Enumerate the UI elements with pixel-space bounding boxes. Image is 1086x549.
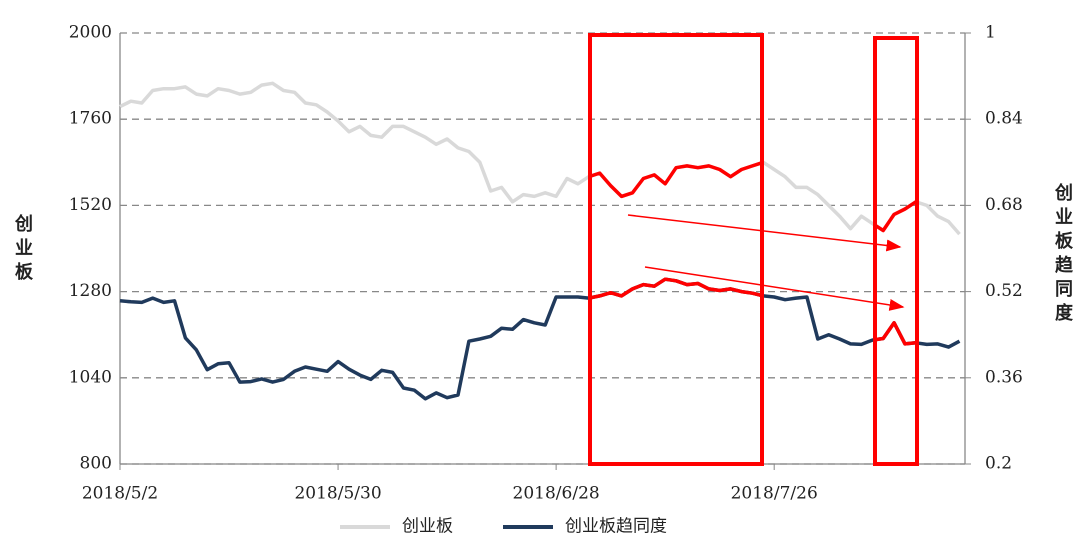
x-tick-label: 2018/5/30 xyxy=(294,484,381,504)
y-tick-label: 2000 xyxy=(69,23,112,43)
legend: 创业板 创业板趋同度 xyxy=(340,517,667,537)
y2-axis-label: 创业板趋同度 xyxy=(1052,182,1074,327)
grid xyxy=(119,32,971,470)
highlight-box xyxy=(873,36,919,466)
legend-label: 创业板趋同度 xyxy=(565,517,667,537)
arrow xyxy=(627,214,902,252)
highlight-lines xyxy=(590,81,917,401)
series-line xyxy=(119,277,961,401)
y-tick-label: 800 xyxy=(80,454,112,474)
y-axis-label: 创业板 xyxy=(12,213,34,286)
legend-label: 创业板 xyxy=(402,517,453,537)
lines xyxy=(119,81,961,401)
y2-tick-label: 0.84 xyxy=(985,109,1023,129)
x-tick-label: 2018/7/26 xyxy=(731,484,818,504)
arrow xyxy=(644,266,905,311)
y2-tick-label: 0.2 xyxy=(985,454,1012,474)
y2-tick-label: 0.36 xyxy=(985,367,1023,387)
x-tick-label: 2018/5/2 xyxy=(82,484,158,504)
y-tick-label: 1760 xyxy=(69,109,112,129)
y-tick-label: 1520 xyxy=(69,195,112,215)
y2-tick-label: 1 xyxy=(985,23,996,43)
x-tick-label: 2018/6/28 xyxy=(513,484,600,504)
series-line xyxy=(119,81,961,236)
y2-tick-label: 0.68 xyxy=(985,195,1023,215)
y-tick-label: 1040 xyxy=(69,367,112,387)
y-tick-label: 1280 xyxy=(69,281,112,301)
y2-tick-label: 0.52 xyxy=(985,281,1023,301)
highlight-box xyxy=(588,33,764,466)
